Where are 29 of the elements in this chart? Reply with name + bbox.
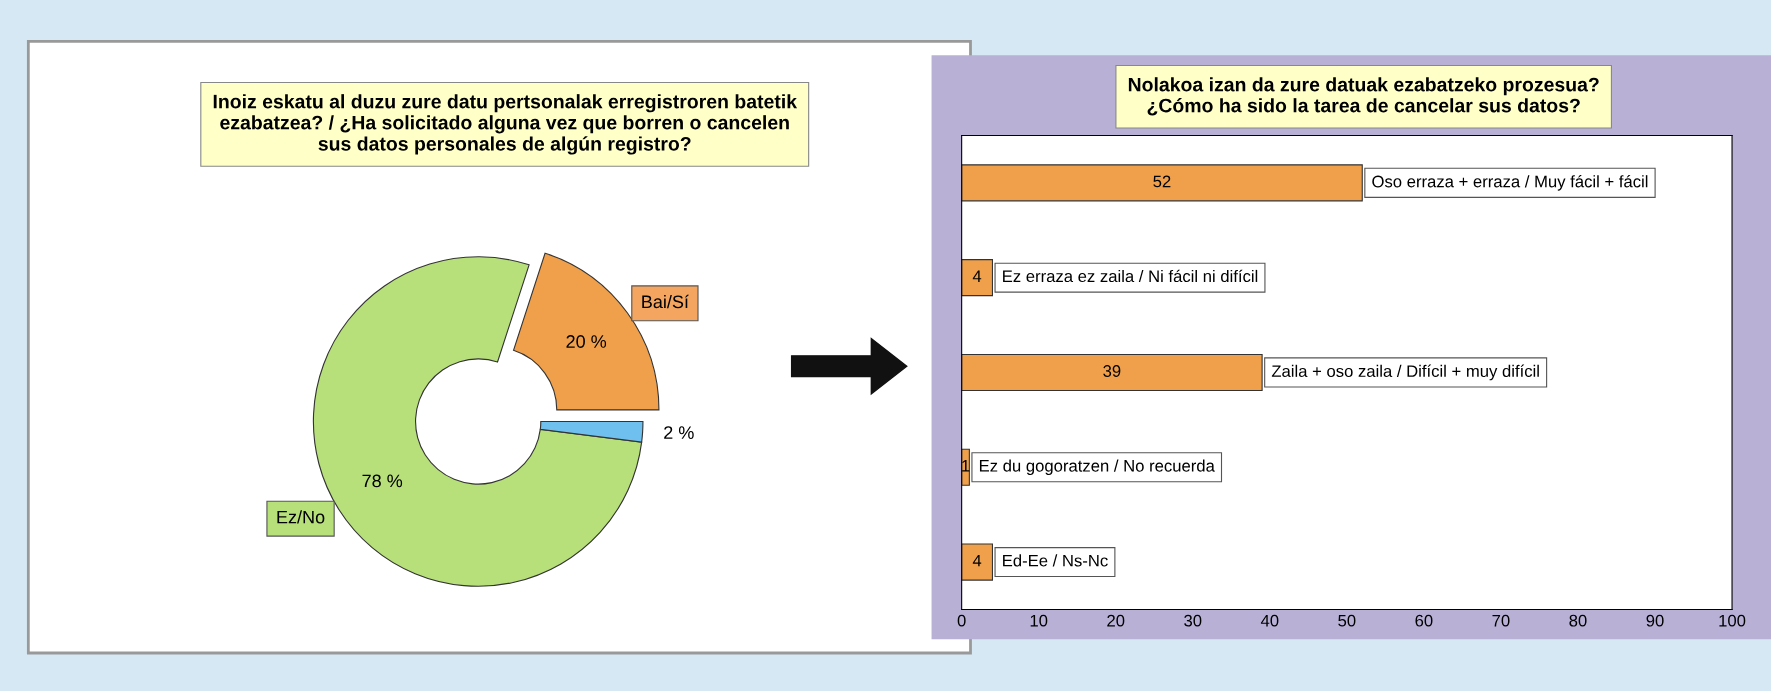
chart-title: Nolakoa izan da zure datuak ezabatzeko prozesua? ¿Cómo ha sido la tarea de cancelar sus datos? <box>1128 77 1599 116</box>
y-tick-label: Oso erraza + erraza / Muy fácil + fácil <box>1372 174 1648 191</box>
y-tick-label: Ez du gogoratzen / No recuerda <box>979 459 1215 476</box>
x-tick-label: 80 <box>1569 614 1587 627</box>
y-tick-label: Ez erraza ez zaila / Ni fácil ni difícil <box>1003 269 1258 283</box>
y-tick-label: Ed-Ee / Ns-Nc <box>1003 554 1108 567</box>
bar <box>961 259 994 297</box>
data-label: 2 % <box>664 426 694 439</box>
data-label: 20 % <box>566 335 607 348</box>
x-tick-label: 90 <box>1646 614 1664 627</box>
data-label: 78 % <box>362 474 403 488</box>
x-tick-label: 40 <box>1260 614 1279 627</box>
x-tick-label: 10 <box>1030 614 1048 627</box>
x-tick-label: 30 <box>1184 614 1202 627</box>
slice-label: Bai/Sí <box>642 294 689 309</box>
data-label: 4 <box>972 270 982 282</box>
slice-label: Ez/No <box>277 510 325 524</box>
x-tick-label: 60 <box>1415 614 1433 627</box>
y-tick-label: Zaila + oso zaila / Difícil + muy difícil <box>1271 364 1539 381</box>
chart-title: Inoiz eskatu al duzu zure datu pertsonalak erregistroren batetik ezabatzea? / ¿Ha solicitado alguna vez que borren o cancelen sus datos personales de algún registro? <box>213 94 798 155</box>
bar <box>961 543 994 581</box>
x-tick-label: 50 <box>1338 614 1356 627</box>
x-tick-label: 100 <box>1719 614 1746 627</box>
x-tick-label: 70 <box>1492 614 1510 627</box>
data-label: 39 <box>1103 365 1121 377</box>
data-label: 4 <box>972 554 982 567</box>
x-tick-label: 20 <box>1107 614 1125 627</box>
data-label: 52 <box>1153 175 1171 188</box>
x-tick-label: 0 <box>957 614 966 627</box>
